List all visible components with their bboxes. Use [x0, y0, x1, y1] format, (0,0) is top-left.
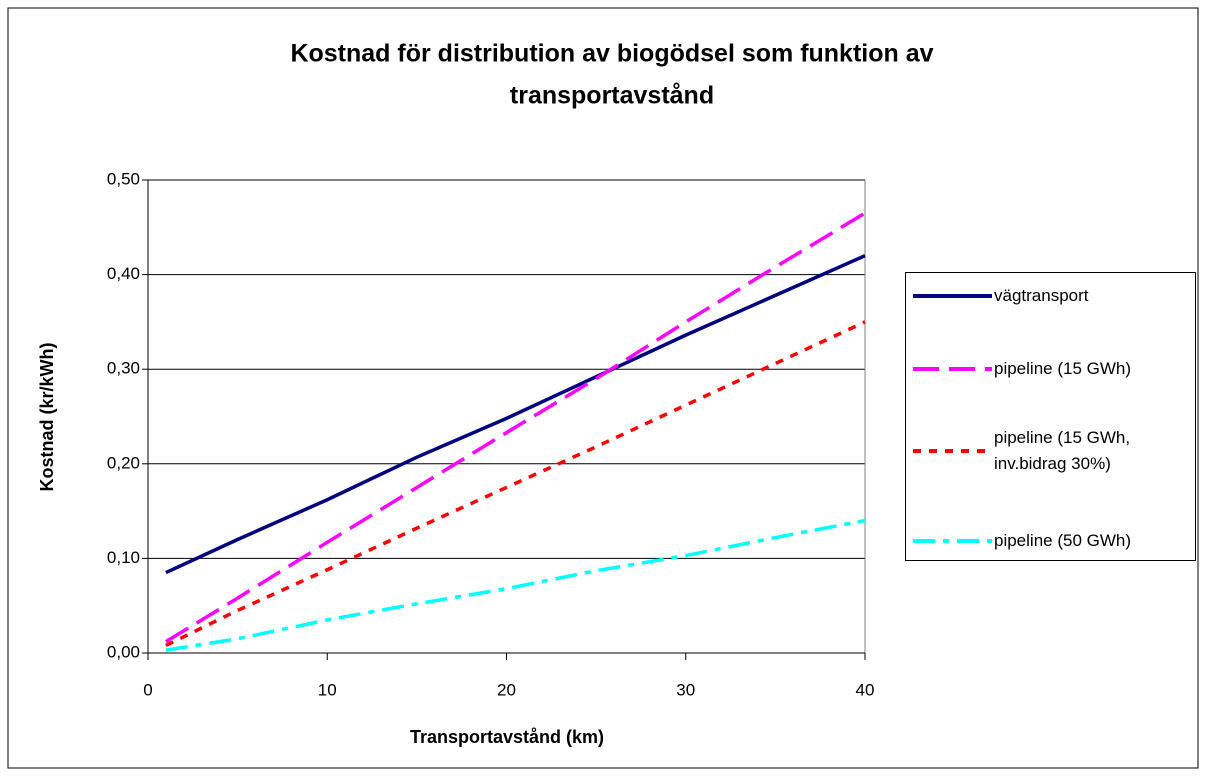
- legend-swatch: [913, 539, 992, 543]
- x-tick-label: 10: [318, 680, 337, 699]
- y-tick-label: 0,10: [107, 548, 140, 567]
- series-line: [165, 320, 866, 648]
- series-line: [165, 518, 866, 652]
- x-tick-label: 30: [676, 680, 695, 699]
- chart-title: Kostnad för distribution av biogödsel so…: [290, 40, 933, 68]
- x-tick-label: 0: [143, 680, 152, 699]
- x-axis-label: Transportavstånd (km): [410, 727, 604, 747]
- chart-title: transportavstånd: [510, 82, 714, 110]
- legend-entry: pipeline (50 GWh): [906, 528, 1196, 554]
- legend: vägtransport pipeline (15 GWh) pipeline (1…: [905, 272, 1196, 561]
- legend-swatch: [913, 367, 992, 371]
- x-tick-label: 20: [497, 680, 516, 699]
- legend-entry: pipeline (15 GWh): [906, 356, 1196, 382]
- legend-label: pipeline (15 GWh): [994, 359, 1132, 378]
- y-tick-label: 0,30: [107, 359, 140, 378]
- series-line: [165, 211, 866, 644]
- legend-label: pipeline (15 GWh, inv.bidrag 30%): [994, 428, 1131, 473]
- y-tick-label: 0,20: [107, 453, 140, 472]
- x-tick-label: 40: [856, 680, 875, 699]
- series-line: [165, 254, 866, 575]
- chart-frame: [7, 7, 1199, 769]
- y-tick-label: 0,40: [107, 264, 140, 283]
- legend-entry: vägtransport: [906, 283, 1196, 309]
- legend-entry: pipeline (15 GWh, inv.bidrag 30%): [906, 425, 1196, 477]
- legend-swatch: [913, 449, 992, 453]
- legend-label: pipeline (50 GWh): [994, 531, 1132, 550]
- y-tick-label: 0,50: [107, 169, 140, 188]
- legend-swatch: [913, 294, 992, 298]
- y-tick-label: 0,00: [107, 642, 140, 661]
- y-axis-label: Kostnad (kr/kWh): [37, 342, 57, 491]
- legend-label: vägtransport: [994, 286, 1089, 305]
